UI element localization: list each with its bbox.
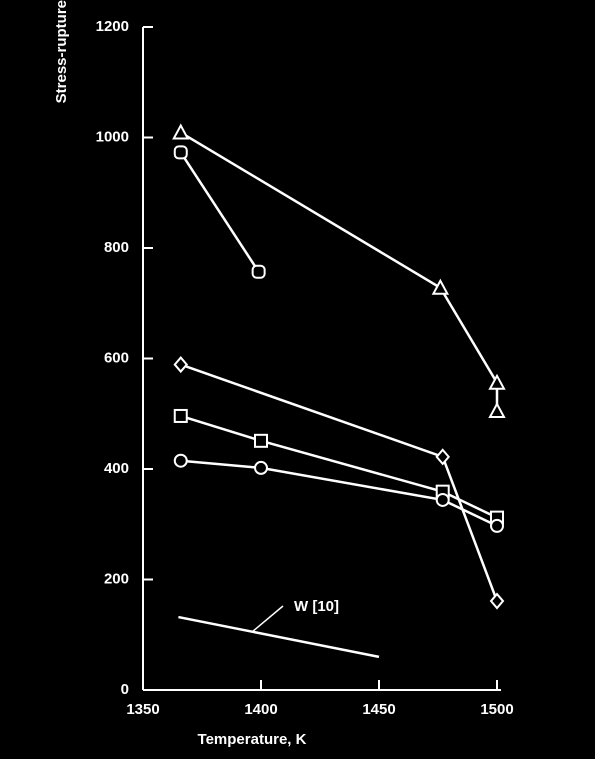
marker [254,460,268,475]
series-line [179,151,260,273]
marker [431,278,450,295]
marker [435,448,451,466]
marker [172,123,190,140]
y-tick-label: 600 [104,349,129,366]
marker [251,264,266,279]
y-axis-label: Stress-rupture [53,0,70,103]
annotation-leader [251,605,284,633]
marker [488,401,506,418]
y-tick-label: 1000 [96,128,129,145]
y-tick-label: 400 [104,460,129,477]
marker [254,433,268,448]
marker [173,356,189,374]
y-tick-label: 1200 [96,18,129,35]
y-tick-label: 800 [104,239,129,256]
marker [435,492,450,507]
marker [173,145,188,160]
marker [489,592,505,610]
y-tick-label: 0 [121,681,129,698]
series-line [178,615,380,659]
x-tick-label: 1350 [126,701,159,718]
marker [488,373,506,390]
y-tick-label: 200 [104,570,129,587]
marker [173,408,188,423]
x-axis-label: Temperature, K [198,731,307,748]
x-tick-label: 1450 [362,701,395,718]
x-tick-label: 1500 [480,701,513,718]
series-line [180,131,499,411]
series-line [180,459,498,528]
marker [490,518,504,533]
series-line [180,414,498,519]
x-tick-label: 1400 [244,701,277,718]
marker [173,453,188,468]
annotation: W [10] [294,598,339,615]
